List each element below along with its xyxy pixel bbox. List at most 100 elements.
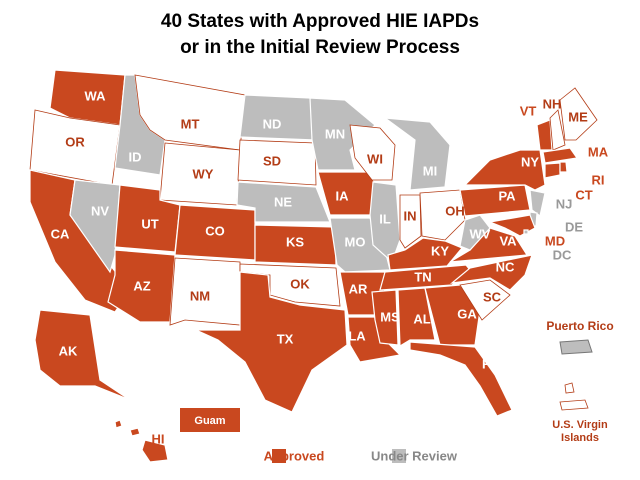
territory-label: Guam (194, 415, 225, 427)
state-label: NE (274, 194, 292, 209)
state-shape (459, 214, 491, 251)
state-shape (382, 117, 451, 191)
legend-label: Approved (264, 448, 325, 463)
state-shape (34, 309, 131, 401)
state-label: RI (592, 172, 605, 187)
state-shape (449, 227, 529, 263)
state-shape (387, 237, 463, 271)
state-shape (542, 147, 579, 164)
state-label: TN (414, 269, 431, 284)
state-label: MN (325, 126, 345, 141)
state-shape (559, 161, 568, 173)
title: or in the Initial Review Process (180, 37, 460, 58)
state-label: WV (470, 226, 491, 241)
state-label: IN (404, 208, 417, 223)
state-shape (195, 271, 348, 413)
state-shape (371, 289, 399, 346)
state-label: TX (277, 331, 294, 346)
state-shape (536, 119, 553, 151)
state-label: SD (263, 153, 281, 168)
state-shape (463, 149, 546, 191)
state-label: IA (336, 188, 350, 203)
state-label: CA (51, 226, 70, 241)
state-shape (236, 181, 331, 223)
state-label: NC (496, 259, 515, 274)
state-shape (409, 341, 513, 417)
territory-label: Islands (561, 432, 599, 444)
state-shape (549, 109, 566, 151)
state-label: AZ (133, 278, 150, 293)
state-label: OK (290, 276, 310, 291)
territory-shape (564, 382, 575, 394)
state-shape (397, 287, 436, 348)
state-label: LA (348, 328, 366, 343)
state-label: SC (483, 289, 502, 304)
state-label: PA (498, 188, 516, 203)
state-label: AR (349, 281, 368, 296)
state-shape (141, 439, 169, 463)
state-shape (399, 194, 422, 249)
state-shape (450, 254, 533, 291)
state-shape (254, 224, 337, 266)
state-shape (309, 97, 376, 171)
state-shape (129, 427, 141, 437)
state-shape (459, 279, 511, 321)
state-shape (114, 419, 123, 429)
territory-shape (180, 408, 240, 432)
state-label: NY (521, 154, 539, 169)
state-label: DC (553, 247, 572, 262)
state-label: KY (431, 243, 449, 258)
state-label: AK (59, 343, 78, 358)
legend-swatch (272, 449, 286, 463)
legend-swatch (392, 449, 406, 463)
state-shape (169, 257, 241, 326)
state-label: MT (181, 116, 200, 131)
state-label: NM (190, 288, 210, 303)
state-label: DE (565, 219, 583, 234)
state-shape (349, 124, 396, 181)
state-shape (544, 162, 561, 179)
state-label: IL (379, 211, 391, 226)
title: 40 States with Approved HIE IAPDs (161, 11, 479, 32)
state-label: VT (520, 103, 537, 118)
state-label: NH (543, 96, 562, 111)
territory-label: Puerto Rico (546, 319, 613, 333)
state-label: MA (588, 144, 609, 159)
legend-label: Under Review (371, 448, 458, 463)
state-label: CT (575, 187, 592, 202)
state-shape (459, 184, 531, 217)
state-label: NV (91, 203, 109, 218)
state-shape (69, 179, 121, 274)
state-shape (523, 229, 529, 235)
states (29, 69, 598, 463)
state-label: MO (345, 234, 366, 249)
state-label: UT (141, 216, 158, 231)
state-label: ND (263, 116, 282, 131)
state-label: WI (367, 151, 383, 166)
state-label: MD (545, 233, 565, 248)
state-shape (559, 87, 598, 141)
state-label: VA (499, 233, 517, 248)
territory-shape (559, 339, 593, 355)
state-label: OR (65, 134, 85, 149)
state-label: FL (482, 356, 498, 371)
state-shape (424, 284, 481, 346)
state-labels: WA OR CA NV ID MT WY UT AZ CO NM ND SD NE KS OK TX MN IA MO… (51, 88, 614, 446)
state-shape (529, 189, 546, 218)
state-label: OH (445, 203, 465, 218)
territory-shape (559, 399, 589, 411)
state-label: WA (85, 88, 107, 103)
state-label: NJ (556, 196, 573, 211)
state-shape (237, 139, 317, 186)
state-label: GA (457, 306, 477, 321)
state-label: MI (423, 163, 437, 178)
state-shape (419, 189, 466, 241)
state-label: ID (129, 149, 142, 164)
state-label: ME (568, 109, 588, 124)
state-label: CO (205, 223, 225, 238)
state-label: AL (413, 311, 430, 326)
state-label: MS (380, 309, 400, 324)
state-label: HI (152, 431, 165, 446)
state-label: WY (193, 166, 214, 181)
